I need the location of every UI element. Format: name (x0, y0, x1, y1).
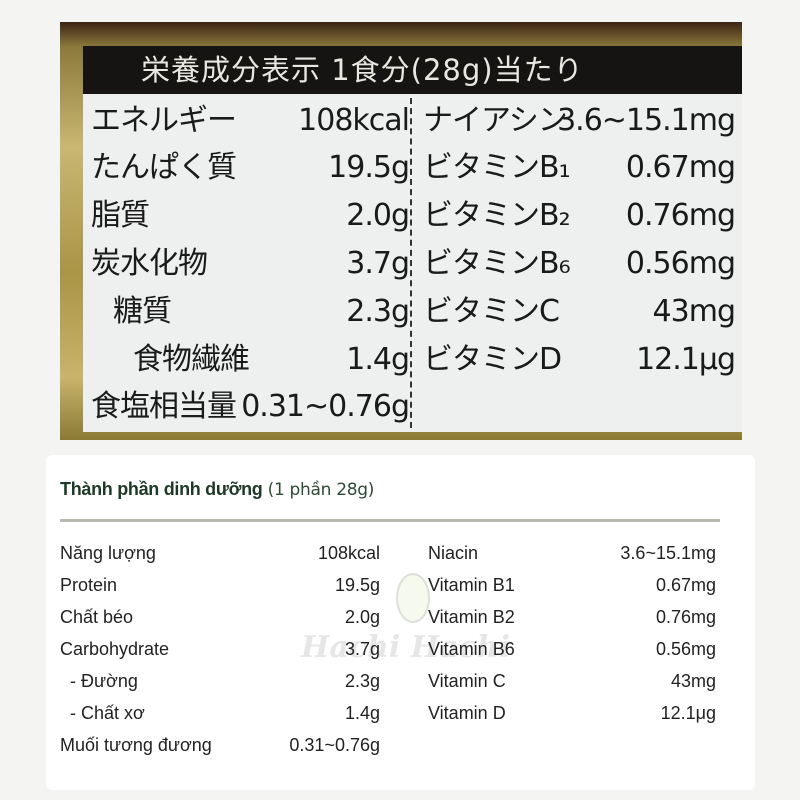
nutrient-value: 0.56mg (655, 639, 716, 659)
nutrient-row: Niacin 3.6~15.1mg (428, 538, 716, 568)
nutrient-value: 1.4g (346, 342, 410, 377)
label-left-column: エネルギー 108kcal たんぱく質 19.5g 脂質 2.0g 炭水化物 3.7g 糖質 2.… (83, 94, 410, 432)
nutrient-row: Chất béo 2.0g (60, 602, 380, 632)
nutrient-value: 43mg (652, 294, 736, 329)
nutrient-row: 脂質 2.0g (83, 193, 410, 239)
nutrient-label: Vitamin B2 (428, 607, 515, 627)
nutrient-label: ビタミンC (423, 294, 560, 329)
nutrient-label: ビタミンB₆ (423, 246, 571, 281)
nutrient-value: 12.1μg (660, 703, 716, 723)
nutrient-label: 糖質 (113, 294, 172, 329)
nutrient-value: 19.5g (328, 150, 410, 185)
nutrient-value: 2.3g (344, 671, 380, 691)
nutrient-value: 0.76mg (655, 607, 716, 627)
nutrient-label: Vitamin C (428, 671, 506, 691)
nutrient-label: ナイアシン (423, 103, 568, 138)
bee-logo-icon (396, 573, 430, 623)
nutrient-label: - Chất xơ (70, 703, 145, 723)
nutrient-row: ナイアシン 3.6~15.1mg (415, 98, 736, 144)
nutrient-row: Protein 19.5g (60, 570, 380, 600)
nutrient-label: 炭水化物 (91, 246, 208, 281)
nutrient-row: Vitamin B2 0.76mg (428, 602, 716, 632)
serving-size: (1 phần 28g) (267, 480, 375, 500)
nutrient-value: 19.5g (334, 575, 380, 595)
nutrient-label: 食物繊維 (133, 342, 250, 377)
nutrient-row: Vitamin B6 0.56mg (428, 634, 716, 664)
nutrient-value: 3.6~15.1mg (620, 543, 716, 563)
nutrient-label: Muối tương đương (60, 735, 212, 755)
title-text: Thành phần dinh dưỡng (60, 479, 263, 499)
nutrient-label: ビタミンB₂ (423, 198, 571, 233)
nutrient-value: 0.31~0.76g (241, 389, 410, 424)
nutrient-label: Chất béo (60, 607, 134, 627)
nutrient-label: ビタミンB₁ (423, 150, 571, 185)
nutrient-row: 糖質 2.3g (83, 289, 410, 335)
nutrient-row: 食塩相当量 0.31~0.76g (83, 384, 410, 430)
divider (60, 519, 720, 522)
translation-card: Thành phần dinh dưỡng (1 phần 28g) Hachi… (46, 455, 755, 790)
nutrient-row: Carbohydrate 3.7g (60, 634, 380, 664)
nutrient-value: 2.0g (344, 607, 380, 627)
nutrient-label: Carbohydrate (60, 639, 170, 659)
nutrition-label-photo: 栄養成分表示 1食分(28g)当たり エネルギー 108kcal たんぱく質 19.5… (60, 22, 742, 440)
nutrient-row: - Đường 2.3g (60, 666, 380, 696)
nutrient-row: ビタミンC 43mg (415, 289, 736, 335)
nutrient-label: エネルギー (91, 103, 237, 138)
dashed-divider (410, 98, 412, 428)
nutrient-value: 2.0g (346, 198, 410, 233)
label-right-column: ナイアシン 3.6~15.1mg ビタミンB₁ 0.67mg ビタミンB₂ 0.76mg ビ… (415, 94, 736, 432)
nutrient-value: 108kcal (298, 103, 410, 138)
nutrient-label: Protein (60, 575, 118, 595)
nutrient-row: Vitamin B1 0.67mg (428, 570, 716, 600)
nutrient-row: - Chất xơ 1.4g (60, 698, 380, 728)
nutrient-value: 0.56mg (625, 246, 736, 281)
nutrient-value: 0.31~0.76g (289, 735, 380, 755)
nutrient-value: 3.7g (344, 639, 380, 659)
nutrient-value: 108kcal (317, 543, 380, 563)
nutrient-row: たんぱく質 19.5g (83, 145, 410, 191)
nutrient-row: Vitamin D 12.1μg (428, 698, 716, 728)
nutrient-label: たんぱく質 (91, 150, 237, 185)
nutrient-row: ビタミンB₂ 0.76mg (415, 193, 736, 239)
nutrient-label: ビタミンD (423, 342, 562, 377)
label-table: エネルギー 108kcal たんぱく質 19.5g 脂質 2.0g 炭水化物 3.7g 糖質 2.… (83, 94, 742, 432)
nutrient-value: 2.3g (346, 294, 410, 329)
nutrient-label: Năng lượng (60, 543, 156, 563)
nutrient-value: 43mg (670, 671, 716, 691)
nutrient-label: 食塩相当量 (91, 389, 237, 424)
nutrient-row: Muối tương đương 0.31~0.76g (60, 730, 380, 760)
nutrient-row: Năng lượng 108kcal (60, 538, 380, 568)
label-header: 栄養成分表示 1食分(28g)当たり (83, 46, 742, 94)
nutrient-value: 0.76mg (625, 198, 736, 233)
nutrient-row: ビタミンB₁ 0.67mg (415, 145, 736, 191)
nutrient-row: エネルギー 108kcal (83, 98, 410, 144)
nutrient-row: Vitamin C 43mg (428, 666, 716, 696)
nutrient-value: 0.67mg (655, 575, 716, 595)
nutrient-row: ビタミンB₆ 0.56mg (415, 241, 736, 287)
nutrient-row: 炭水化物 3.7g (83, 241, 410, 287)
nutrient-value: 3.7g (346, 246, 410, 281)
nutrient-label: Niacin (428, 543, 479, 563)
nutrient-label: Vitamin D (428, 703, 506, 723)
nutrient-row: ビタミンD 12.1μg (415, 337, 736, 383)
nutrient-value: 1.4g (344, 703, 380, 723)
nutrient-label: Vitamin B1 (428, 575, 515, 595)
card-title: Thành phần dinh dưỡng (1 phần 28g) (60, 479, 374, 500)
nutrient-value: 3.6~15.1mg (557, 103, 736, 138)
nutrient-value: 12.1μg (636, 342, 736, 377)
nutrient-value: 0.67mg (625, 150, 736, 185)
nutrient-label: 脂質 (91, 198, 150, 233)
nutrient-label: - Đường (70, 671, 138, 691)
watermark: Hachi Hachi (301, 630, 510, 665)
nutrient-row: 食物繊維 1.4g (83, 337, 410, 383)
nutrient-label: Vitamin B6 (428, 639, 515, 659)
